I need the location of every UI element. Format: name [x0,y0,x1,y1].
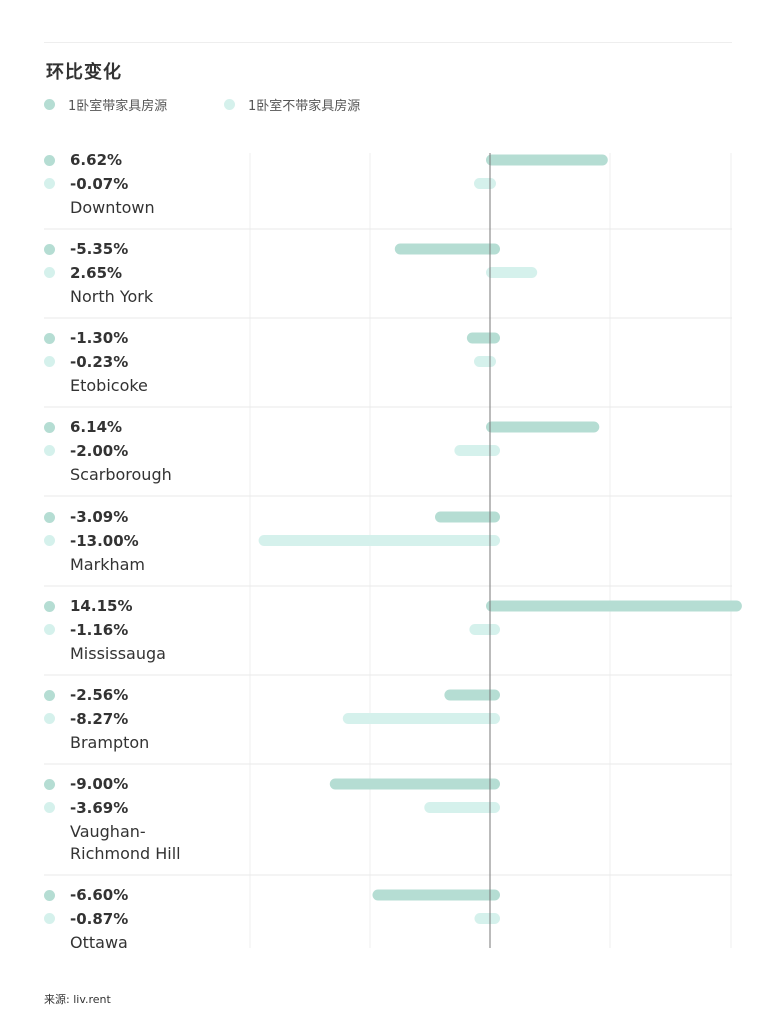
bar-unfurnished [469,624,500,635]
legend-item-furnished: 1卧室带家具房源 [44,95,167,114]
data-label-unfurnished: -0.87% [70,909,129,928]
category-label: Mississauga [70,644,166,663]
data-label-furnished: -5.35% [70,240,129,258]
value-line-unfurnished: -1.16% [44,620,128,640]
bar-furnished [486,154,608,166]
series-dot-furnished [44,243,55,255]
value-line-unfurnished: -3.69% [44,798,128,818]
series-dot-unfurnished [44,624,55,635]
category-label: Vaughan- Richmond Hill [70,822,181,863]
data-label-furnished: -9.00% [70,775,129,793]
series-dot-unfurnished [44,913,55,924]
value-line-unfurnished: -8.27% [44,709,128,729]
data-label-unfurnished: -2.00% [70,441,129,460]
data-label-furnished: 6.14% [70,418,123,436]
value-line-furnished: -3.09% [44,507,128,527]
bar-furnished [329,778,500,790]
bar-unfurnished [342,713,500,724]
category-label: Scarborough [70,465,172,484]
data-label-furnished: -3.09% [70,508,129,526]
bar-furnished [444,689,500,701]
bar-unfurnished [424,802,500,813]
chart-title: 环比变化 [46,62,122,83]
legend-item-unfurnished: 1卧室不带家具房源 [224,95,360,114]
series-dot-furnished [44,332,55,344]
bar-unfurnished [454,445,500,456]
value-line-furnished: 6.62% [44,150,122,170]
data-label-unfurnished: -1.16% [70,620,129,639]
bar-unfurnished [474,356,496,367]
data-label-furnished: -2.56% [70,686,129,704]
value-line-furnished: -5.35% [44,239,128,259]
bar-furnished [486,600,742,612]
data-label-unfurnished: -13.00% [70,531,139,550]
category-label: Markham [70,555,145,574]
source-note: 来源: liv.rent [44,993,111,1006]
value-line-furnished: -6.60% [44,885,128,905]
value-line-unfurnished: -0.23% [44,352,128,372]
bar-furnished [435,511,500,523]
series-dot-furnished [44,154,55,166]
legend-label-furnished: 1卧室带家具房源 [68,99,168,114]
data-label-unfurnished: -0.07% [70,174,129,193]
series-dot-furnished [44,889,55,901]
bar-furnished [486,421,600,433]
legend: 1卧室带家具房源 1卧室不带家具房源 [44,95,544,115]
category-label: Ottawa [70,933,128,952]
value-line-furnished: 14.15% [44,596,132,616]
series-dot-unfurnished [44,445,55,456]
series-dot-unfurnished [44,267,55,278]
series-dot-unfurnished [44,178,55,189]
series-dot-furnished [44,778,55,790]
bar-furnished [466,332,500,344]
series-dot-furnished [44,421,55,433]
series-dot-furnished [44,689,55,701]
legend-swatch-unfurnished [224,99,235,110]
value-line-unfurnished: 2.65% [44,263,122,283]
data-label-unfurnished: -0.23% [70,352,129,371]
data-label-furnished: -6.60% [70,886,129,904]
top-divider [44,42,732,43]
bar-unfurnished [474,913,500,924]
category-label: Brampton [70,733,150,752]
legend-label-unfurnished: 1卧室不带家具房源 [248,99,361,114]
value-line-unfurnished: -0.87% [44,909,128,929]
bar-furnished [372,889,500,901]
legend-swatch-furnished [44,99,55,110]
value-line-unfurnished: -2.00% [44,441,128,461]
bar-furnished [394,243,500,255]
data-label-unfurnished: -3.69% [70,798,129,817]
value-line-furnished: -1.30% [44,328,128,348]
series-dot-unfurnished [44,535,55,546]
data-label-furnished: -1.30% [70,329,129,347]
data-label-unfurnished: -8.27% [70,709,129,728]
series-dot-unfurnished [44,356,55,367]
data-label-unfurnished: 2.65% [70,263,123,282]
data-label-furnished: 6.62% [70,151,123,169]
category-label: Etobicoke [70,376,148,395]
series-dot-furnished [44,600,55,612]
series-dot-unfurnished [44,802,55,813]
category-label: North York [70,287,154,306]
series-dot-furnished [44,511,55,523]
bar-unfurnished [474,178,496,189]
value-line-unfurnished: -13.00% [44,531,139,551]
value-line-furnished: -9.00% [44,774,128,794]
series-dot-unfurnished [44,713,55,724]
data-label-furnished: 14.15% [70,597,133,615]
bar-unfurnished [258,535,500,546]
value-line-furnished: -2.56% [44,685,128,705]
bar-unfurnished [486,267,538,278]
value-line-unfurnished: -0.07% [44,174,128,194]
value-line-furnished: 6.14% [44,417,122,437]
category-label: Downtown [70,198,155,217]
